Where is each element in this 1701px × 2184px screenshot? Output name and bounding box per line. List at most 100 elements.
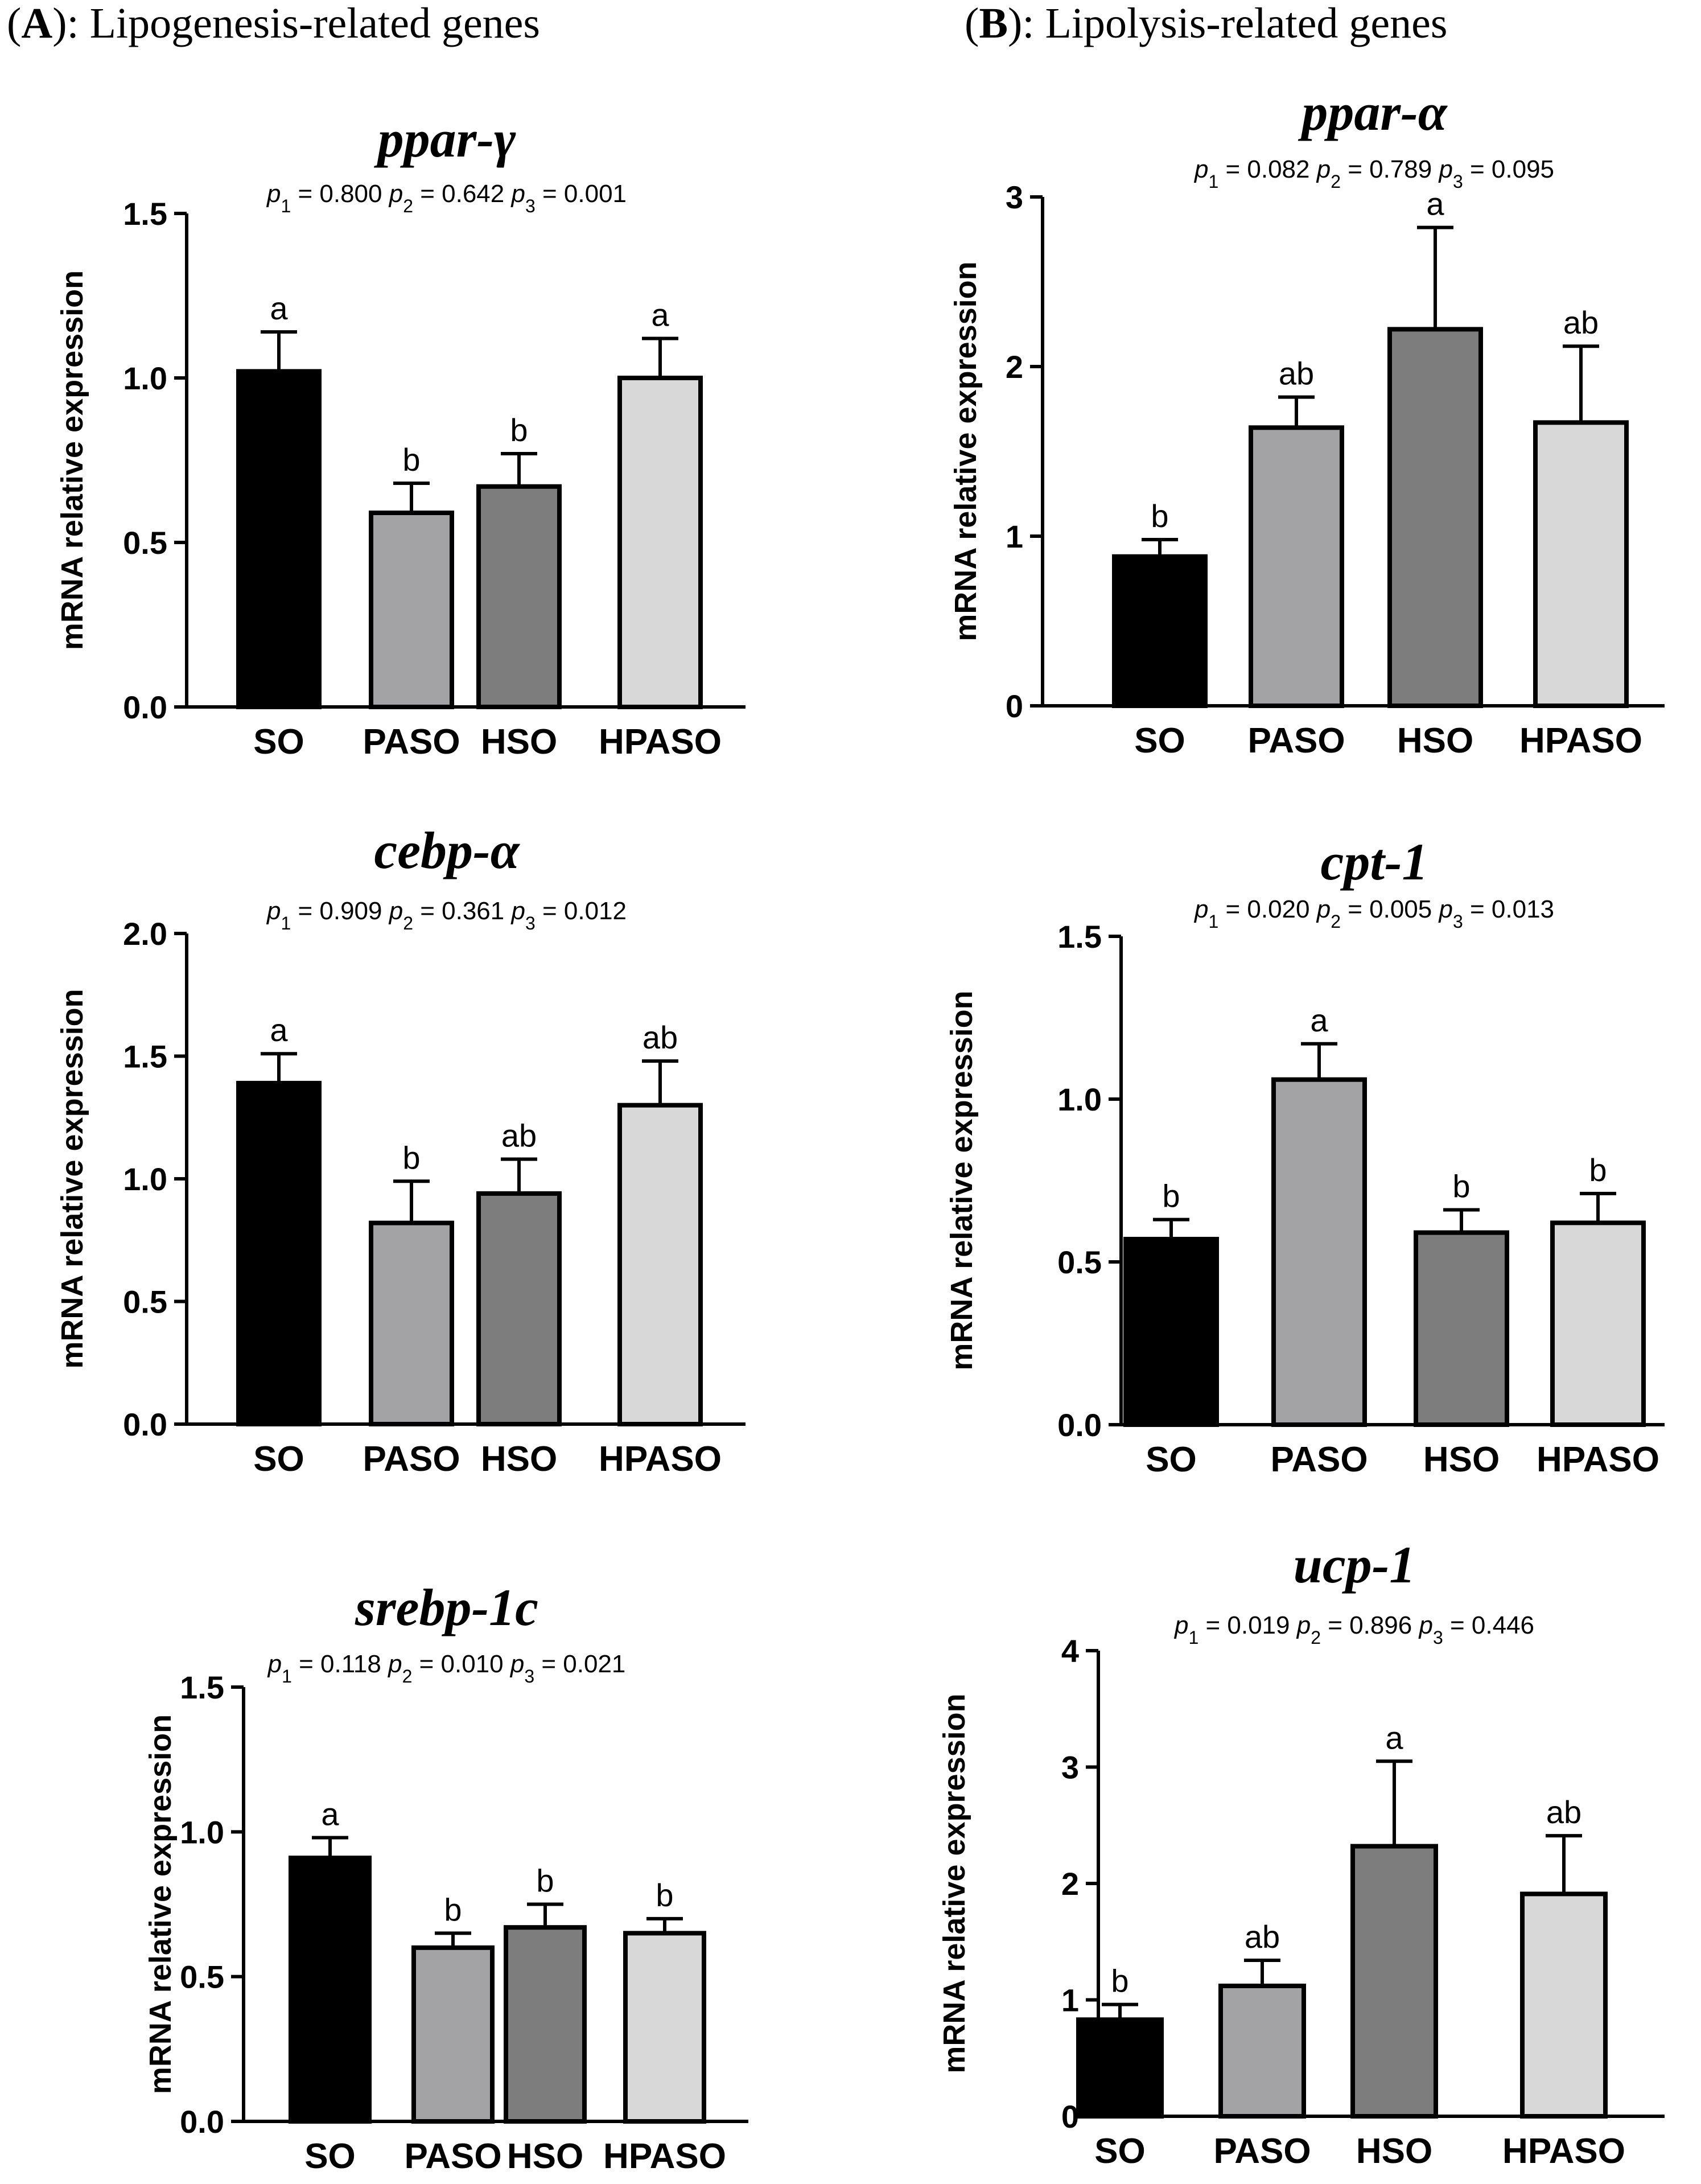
y-tick-label: 0.5 (180, 1959, 224, 1995)
y-tick-label: 2.0 (123, 916, 167, 952)
y-tick-label: 1.0 (1057, 1081, 1102, 1117)
p-symbol: p (266, 180, 281, 208)
p-values: p1 = 0.020 p2 = 0.005 p3 = 0.013 (1193, 895, 1554, 932)
p-value: = 0.019 (1198, 1611, 1290, 1639)
bar-hso (476, 1191, 562, 1427)
bar-hpaso (617, 376, 703, 709)
panel-b-label: ): Lipolysis-related genes (1008, 0, 1448, 47)
x-tick-label: PASO (1247, 721, 1345, 760)
chart-cpt-1: cpt-1p1 = 0.020 p2 = 0.005 p3 = 0.0130.0… (945, 833, 1665, 1479)
significance-letter: ab (1279, 356, 1314, 392)
p-subscript: 1 (1208, 171, 1218, 192)
x-tick-label: HSO (507, 2137, 583, 2176)
significance-letter: ab (1563, 305, 1599, 340)
bar-so (236, 1080, 322, 1427)
significance-letter: a (270, 1012, 288, 1048)
p-value: = 0.021 (534, 1650, 625, 1678)
p-values: p1 = 0.118 p2 = 0.010 p3 = 0.021 (267, 1650, 626, 1687)
chart-title: ucp-1 (1294, 1536, 1416, 1594)
bar-so (289, 1856, 372, 2124)
p-value: = 0.001 (536, 180, 627, 208)
p-value: = 0.005 (1341, 895, 1432, 923)
x-tick-label: HPASO (599, 722, 722, 762)
y-tick-label: 0 (1061, 2099, 1079, 2134)
bar-hpaso (1550, 1220, 1646, 1428)
p-subscript: 2 (403, 913, 413, 933)
bar-hpaso (623, 1931, 706, 2124)
p-symbol: p (1193, 155, 1208, 183)
x-tick-label: HSO (481, 722, 557, 762)
y-tick-label: 1.0 (180, 1814, 224, 1850)
bar-hpaso (1520, 1891, 1608, 2119)
bar-hpaso (617, 1103, 703, 1426)
x-tick-label: PASO (404, 2137, 501, 2176)
p-symbol: p (1173, 1611, 1188, 1639)
y-tick-label: 1.5 (1057, 919, 1102, 955)
p-subscript: 3 (1453, 911, 1463, 932)
x-tick-label: SO (1134, 721, 1185, 760)
x-tick-label: SO (1094, 2132, 1146, 2171)
panel-a-label: ): Lipogenesis-related genes (52, 0, 540, 47)
y-axis-label: mRNA relative expression (55, 989, 89, 1368)
y-tick-label: 0.0 (123, 689, 167, 725)
x-tick-label: PASO (363, 1439, 460, 1479)
x-tick-label: SO (253, 1439, 304, 1479)
y-tick-label: 1.0 (123, 360, 167, 396)
p-value: = 0.012 (536, 897, 627, 925)
p-values: p1 = 0.019 p2 = 0.896 p3 = 0.446 (1173, 1611, 1534, 1648)
y-axis-label: mRNA relative expression (949, 261, 983, 641)
p-symbol: p (1310, 895, 1331, 923)
p-symbol: p (1193, 895, 1208, 923)
p-symbol: p (1432, 895, 1453, 923)
p-value: = 0.020 (1218, 895, 1309, 923)
p-value: = 0.642 (413, 180, 504, 208)
p-value: = 0.082 (1218, 155, 1309, 183)
bar-so (236, 369, 322, 709)
p-values: p1 = 0.800 p2 = 0.642 p3 = 0.001 (266, 180, 627, 216)
p-symbol: p (504, 180, 525, 208)
y-tick-label: 2 (1061, 1866, 1079, 1902)
p-subscript: 3 (525, 196, 536, 216)
x-tick-label: HSO (1397, 721, 1473, 760)
bar-paso (369, 510, 454, 709)
p-value: = 0.095 (1463, 155, 1554, 183)
p-value: = 0.446 (1443, 1611, 1534, 1639)
y-tick-label: 1 (1006, 519, 1023, 554)
y-tick-label: 1.5 (180, 1669, 224, 1705)
y-tick-label: 1.5 (123, 1039, 167, 1075)
p-symbol: p (504, 897, 525, 925)
significance-letter: a (1310, 1002, 1328, 1038)
y-tick-label: 0.5 (123, 1284, 167, 1320)
x-tick-label: PASO (1270, 1440, 1368, 1479)
chart-title: ppar-α (1298, 83, 1448, 141)
x-tick-label: HSO (1356, 2132, 1432, 2171)
p-value: = 0.361 (413, 897, 504, 925)
significance-letter: ab (642, 1019, 678, 1055)
p-subscript: 1 (282, 1666, 292, 1687)
p-symbol: p (381, 1650, 402, 1678)
p-symbol: p (382, 897, 403, 925)
p-subscript: 2 (1311, 1627, 1321, 1648)
y-tick-label: 0.0 (1057, 1407, 1102, 1443)
p-symbol: p (267, 1650, 282, 1678)
p-symbol: p (1412, 1611, 1433, 1639)
x-tick-label: SO (253, 722, 304, 762)
chart-ppar-: ppar-γp1 = 0.800 p2 = 0.642 p3 = 0.0010.… (55, 110, 746, 762)
p-value: = 0.800 (291, 180, 382, 208)
p-subscript: 3 (1453, 171, 1463, 192)
p-values: p1 = 0.909 p2 = 0.361 p3 = 0.012 (266, 897, 627, 933)
bar-so (1112, 554, 1208, 708)
p-symbol: p (1310, 155, 1331, 183)
x-tick-label: HSO (1423, 1440, 1500, 1479)
panel-b-letter: B (979, 0, 1008, 47)
chart-ucp-1: ucp-1p1 = 0.019 p2 = 0.896 p3 = 0.446012… (937, 1536, 1665, 2171)
significance-letter: b (1162, 1178, 1180, 1214)
significance-letter: a (1426, 186, 1444, 222)
y-tick-label: 1.5 (123, 196, 167, 232)
chart-title: cebp-α (374, 821, 520, 879)
panel-b-title: (B): Lipolysis-related genes (965, 0, 1448, 47)
significance-letter: b (402, 1140, 420, 1175)
bar-hso (1387, 327, 1483, 708)
y-tick-label: 0.5 (123, 525, 167, 561)
